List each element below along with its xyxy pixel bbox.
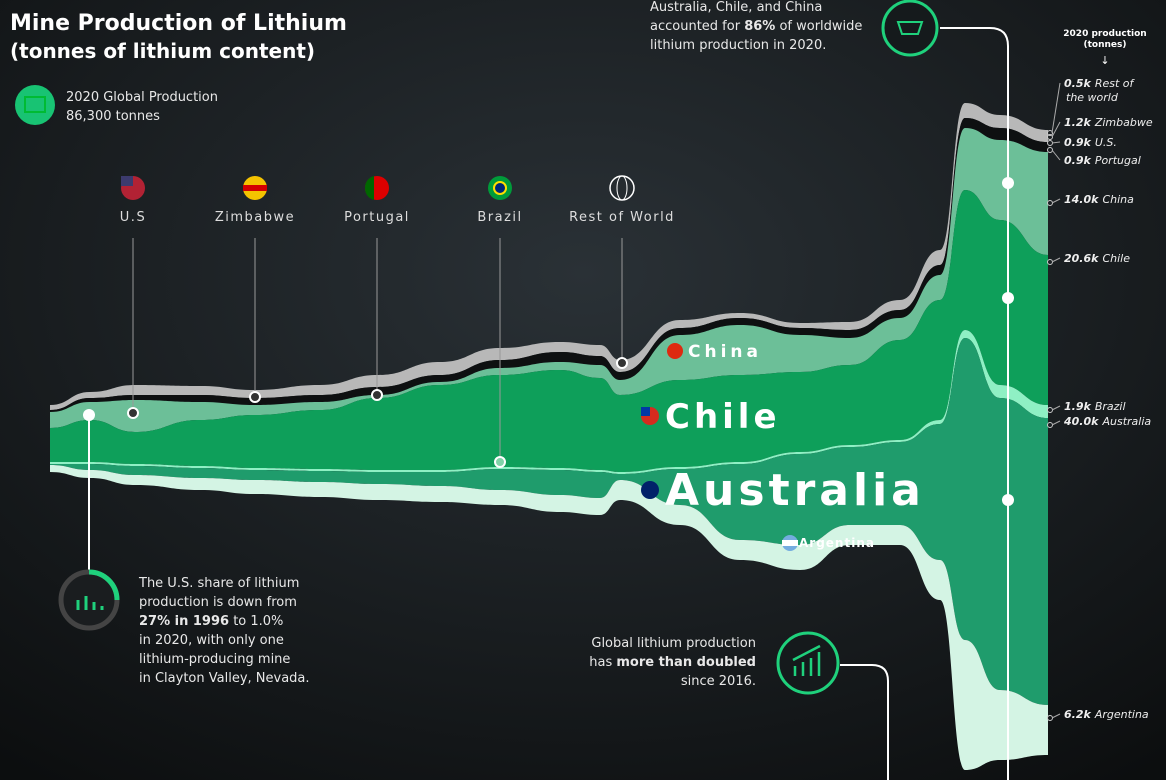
note-text: lithium production in 2020. bbox=[650, 38, 826, 53]
end-line bbox=[1051, 121, 1061, 138]
note-line: Global lithium production bbox=[591, 636, 756, 651]
legend-header: (tonnes) bbox=[1084, 40, 1127, 50]
stream-layer bbox=[50, 190, 1048, 472]
dots bbox=[83, 177, 1014, 506]
stream-label: Chile bbox=[665, 397, 781, 437]
note-line: since 2016. bbox=[681, 674, 756, 689]
icons bbox=[15, 0, 939, 695]
stream-label: China bbox=[688, 342, 762, 362]
stream-label: Australia bbox=[665, 465, 925, 516]
note-line: lithium-producing mine bbox=[139, 652, 290, 667]
note-text: in 2020, with only one bbox=[139, 633, 284, 648]
note-line: production is down from bbox=[139, 595, 297, 610]
note-text: since 2016. bbox=[681, 674, 756, 689]
connector bbox=[940, 27, 1009, 780]
stream-layer bbox=[50, 128, 1048, 432]
end-label: 20.6k bbox=[1064, 252, 1099, 265]
end-value: 1.9k bbox=[1064, 400, 1091, 413]
end-value: 40.0k bbox=[1063, 415, 1099, 428]
note-text: more than doubled bbox=[616, 655, 756, 670]
note-text: production is down from bbox=[139, 595, 297, 610]
note-text: The U.S. share of lithium bbox=[138, 576, 299, 591]
flag-dots bbox=[127, 357, 628, 468]
end-value: 14.0k bbox=[1064, 193, 1099, 206]
stream-layer bbox=[50, 338, 1048, 705]
end-value: 20.6k bbox=[1064, 252, 1099, 265]
subtitle: (tonnes of lithium content) bbox=[10, 39, 315, 63]
stream-layer bbox=[50, 103, 1048, 410]
flag-label: Brazil bbox=[477, 210, 522, 225]
end-line bbox=[1051, 198, 1061, 204]
end-name: the world bbox=[1066, 91, 1119, 104]
arrow: ↓ bbox=[1100, 54, 1109, 67]
connector bbox=[840, 664, 889, 780]
end-name: Brazil bbox=[1095, 400, 1126, 413]
labels: U.S Zimbabwe Portugal Brazil Rest of World Ch… bbox=[120, 0, 1153, 721]
end-name: Chile bbox=[1102, 252, 1130, 265]
end-line bbox=[1051, 405, 1061, 411]
stream-label: Argentina bbox=[799, 536, 875, 550]
note-text: 86% bbox=[744, 19, 775, 34]
end-label: 0.5k bbox=[1064, 77, 1091, 90]
note-line: accounted for 86% of worldwide bbox=[650, 19, 862, 34]
note-text: lithium-producing mine bbox=[139, 652, 290, 667]
end-value: 0.9k bbox=[1064, 154, 1091, 167]
end-label: 6.2k bbox=[1064, 708, 1091, 721]
flag-lines bbox=[132, 238, 623, 456]
end-value: 1.2k bbox=[1064, 116, 1091, 129]
note-line: has more than doubled bbox=[589, 655, 756, 670]
note-line: Australia, Chile, and China bbox=[650, 0, 822, 15]
note-text: 27% in 1996 bbox=[139, 614, 229, 629]
end-label: 0.9k bbox=[1064, 154, 1091, 167]
end-label: 0.9k bbox=[1064, 136, 1091, 149]
note-text: to 1.0% bbox=[229, 614, 283, 629]
end-name: Portugal bbox=[1095, 154, 1141, 167]
streams bbox=[50, 103, 1048, 770]
end-label: 14.0k bbox=[1064, 193, 1099, 206]
note-line: lithium production in 2020. bbox=[650, 38, 826, 53]
note-line: in Clayton Valley, Nevada. bbox=[139, 671, 310, 686]
end-value: 0.5k bbox=[1064, 77, 1091, 90]
end-name: Rest of bbox=[1095, 77, 1136, 90]
end-line bbox=[1051, 420, 1061, 426]
note-text: has bbox=[589, 655, 616, 670]
note-text: in Clayton Valley, Nevada. bbox=[139, 671, 310, 686]
end-line bbox=[1051, 141, 1061, 144]
end-value: 6.2k bbox=[1064, 708, 1091, 721]
end-name: Argentina bbox=[1094, 708, 1149, 721]
flag-label: Portugal bbox=[344, 210, 410, 225]
end-line bbox=[1051, 149, 1061, 161]
end-name: U.S. bbox=[1095, 136, 1117, 149]
end-label: 1.9k bbox=[1064, 400, 1091, 413]
note-text: accounted for bbox=[650, 19, 744, 34]
end-line bbox=[1051, 257, 1061, 263]
end-name: Zimbabwe bbox=[1094, 116, 1153, 129]
end-label: 1.2k bbox=[1064, 116, 1091, 129]
flag-label: U.S bbox=[120, 210, 146, 225]
end-value: 0.9k bbox=[1064, 136, 1091, 149]
flags bbox=[121, 175, 798, 551]
note-text: Global lithium production bbox=[591, 636, 756, 651]
flag-label: Rest of World bbox=[569, 210, 675, 225]
global-value: 86,300 tonnes bbox=[66, 109, 160, 124]
title: Mine Production of Lithium bbox=[10, 11, 347, 36]
flag-label: Zimbabwe bbox=[215, 210, 295, 225]
end-name: China bbox=[1102, 193, 1134, 206]
note-text: of worldwide bbox=[775, 19, 862, 34]
end-line bbox=[1051, 713, 1061, 719]
note-line: The U.S. share of lithium bbox=[138, 576, 299, 591]
legend-header: 2020 production bbox=[1063, 29, 1146, 39]
note-line: 27% in 1996 to 1.0% bbox=[139, 614, 283, 629]
end-label: 40.0k bbox=[1063, 415, 1099, 428]
end-name: Australia bbox=[1101, 415, 1151, 428]
end-line bbox=[1051, 82, 1061, 134]
global-label: 2020 Global Production bbox=[66, 90, 218, 105]
stream-layer bbox=[50, 118, 1048, 412]
note-line: in 2020, with only one bbox=[139, 633, 284, 648]
note-text: Australia, Chile, and China bbox=[650, 0, 822, 15]
